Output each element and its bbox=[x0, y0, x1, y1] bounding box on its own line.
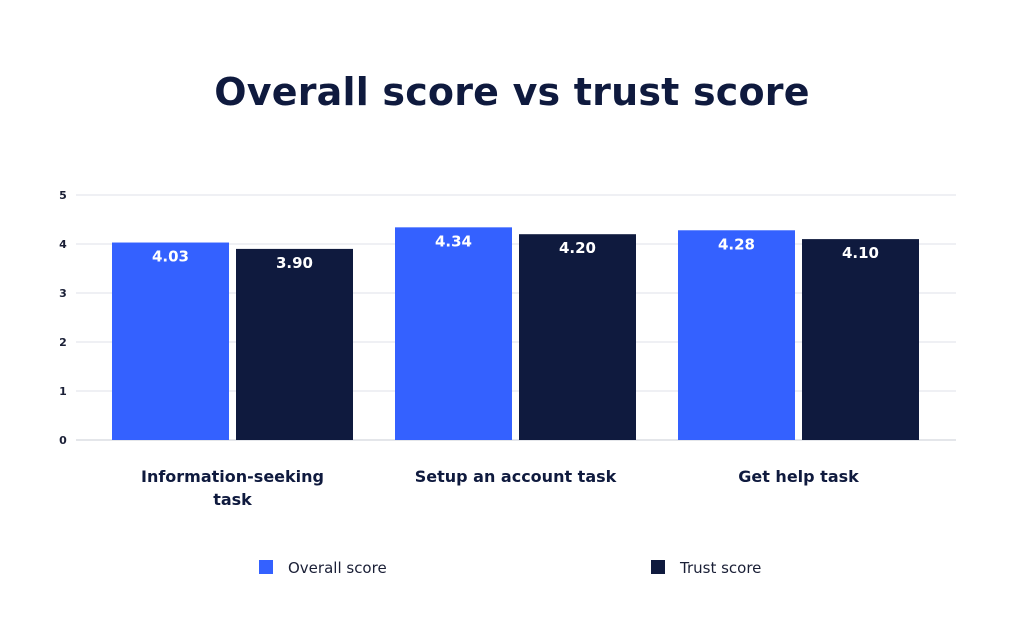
legend-item-overall-score: Overall score bbox=[259, 559, 387, 577]
category-label: Get help task bbox=[738, 467, 859, 486]
y-tick-label: 0 bbox=[59, 434, 67, 447]
y-tick-label: 4 bbox=[59, 238, 67, 251]
legend-label: Trust score bbox=[679, 559, 761, 577]
bar-trust-score bbox=[236, 248, 353, 440]
legend-swatch bbox=[259, 560, 273, 574]
bar-trust-score bbox=[802, 239, 919, 440]
y-tick-label: 5 bbox=[59, 189, 67, 202]
data-label: 4.28 bbox=[718, 235, 755, 253]
data-label: 4.34 bbox=[435, 232, 472, 250]
bar-overall-score bbox=[678, 230, 795, 440]
category-label: Setup an account task bbox=[415, 467, 617, 486]
bars bbox=[112, 227, 919, 440]
category-label: Information-seeking task bbox=[141, 467, 324, 509]
category-labels: Information-seeking task Setup an account … bbox=[141, 467, 859, 509]
y-axis-ticks: 0 1 2 3 4 5 bbox=[59, 189, 67, 447]
data-label: 4.03 bbox=[152, 248, 189, 266]
y-tick-label: 1 bbox=[59, 385, 67, 398]
value-labels: 4.03 4.34 4.28 3.90 4.20 4.10 bbox=[152, 232, 879, 272]
bar-overall-score bbox=[395, 227, 512, 440]
y-tick-label: 3 bbox=[59, 287, 67, 300]
legend-label: Overall score bbox=[288, 559, 387, 577]
data-label: 4.20 bbox=[559, 239, 596, 257]
legend-item-trust-score: Trust score bbox=[651, 559, 761, 577]
bar-trust-score bbox=[519, 234, 636, 440]
data-label: 3.90 bbox=[276, 254, 313, 272]
bar-overall-score bbox=[112, 242, 229, 440]
legend: Overall score Trust score bbox=[259, 559, 761, 577]
y-tick-label: 2 bbox=[59, 336, 67, 349]
data-label: 4.10 bbox=[842, 244, 879, 262]
legend-swatch bbox=[651, 560, 665, 574]
chart-title: Overall score vs trust score bbox=[214, 70, 810, 114]
